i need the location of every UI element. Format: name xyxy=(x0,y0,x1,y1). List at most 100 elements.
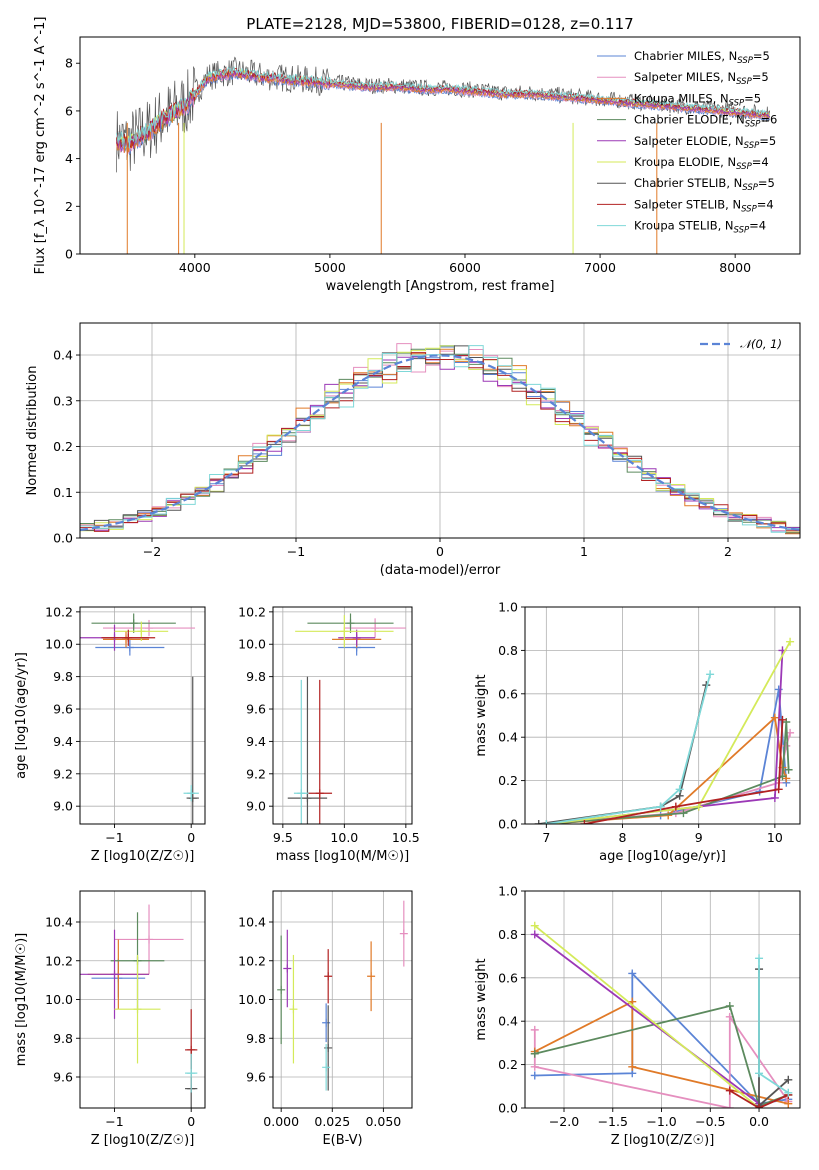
y-tick-label: 10.2 xyxy=(238,604,266,619)
data-point xyxy=(706,670,715,679)
axes-frame xyxy=(79,606,206,825)
data-point xyxy=(786,637,795,646)
x-tick-label: 0 xyxy=(187,1114,195,1129)
weight-line xyxy=(584,719,784,824)
y-tick-label: 0.3 xyxy=(53,393,73,408)
y-tick-label: 9.8 xyxy=(53,1031,73,1046)
data-point xyxy=(656,802,665,811)
weight-line xyxy=(534,933,760,1105)
y-tick-label: 9.6 xyxy=(246,1070,266,1085)
x-tick-label: 0.000 xyxy=(263,1114,299,1129)
y-tick-label: 9.8 xyxy=(246,669,266,684)
y-tick-label: 9.6 xyxy=(53,1070,73,1085)
spectrum-line xyxy=(116,66,771,149)
plot-area-spectrum xyxy=(116,56,771,254)
data-point xyxy=(628,969,637,978)
data-point xyxy=(725,1002,734,1011)
axes-frame xyxy=(79,36,801,255)
weight-line xyxy=(534,925,760,1108)
x-tick-label: −1.0 xyxy=(646,1114,676,1129)
data-point xyxy=(367,972,376,981)
x-tick-label: −1 xyxy=(105,1114,123,1129)
weight-line xyxy=(758,958,789,1094)
data-point xyxy=(322,1018,331,1027)
figure-title: PLATE=2128, MJD=53800, FIBERID=0128, z=0… xyxy=(246,15,633,33)
x-tick-label: −1 xyxy=(287,544,305,559)
y-tick-label: 6 xyxy=(65,103,73,118)
data-point xyxy=(110,970,119,979)
axes-spectrum: 4000 5000 6000 7000 8000 0 2 4 6 8 wavelength [Ang… xyxy=(33,17,801,294)
x-axis-label: E(B-V) xyxy=(322,1133,362,1148)
x-tick-label: −2 xyxy=(143,544,161,559)
y-axis-label: mass weight xyxy=(474,674,489,756)
legend-entry: Kroupa STELIB, NSSP=4 xyxy=(634,219,766,236)
y-tick-label: 0.4 xyxy=(498,1014,518,1029)
data-point xyxy=(542,820,551,824)
axes-frame xyxy=(524,890,801,1109)
plot-area-residuals xyxy=(80,343,800,535)
data-point xyxy=(187,789,196,798)
y-axis-label: mass weight xyxy=(474,958,489,1040)
y-tick-label: 10.0 xyxy=(238,637,266,652)
y-tick-label: 0.8 xyxy=(498,927,518,942)
data-point xyxy=(129,619,138,628)
plot-area-age-vs-Z xyxy=(80,613,199,824)
weight-line xyxy=(729,1089,789,1108)
y-tick-label: 10.4 xyxy=(45,915,73,930)
axes-weight-vs-age: 7 8 9 10 0.0 0.2 0.4 0.6 0.8 1.0 age [log10(age/yr… xyxy=(474,600,801,864)
x-axis-label: mass [log10(M/M☉)] xyxy=(276,849,409,864)
y-tick-label: 0 xyxy=(65,247,73,262)
legend-entry: Chabrier ELODIE, NSSP=6 xyxy=(634,113,777,130)
data-point xyxy=(188,794,197,803)
y-tick-label: 0.0 xyxy=(498,1101,518,1116)
legend-entry: Salpeter STELIB, NSSP=4 xyxy=(634,197,774,214)
legend: Chabrier MILES, NSSP=5 Salpeter MILES, NS… xyxy=(597,49,777,236)
plot-area-weight-vs-Z xyxy=(530,921,793,1108)
weight-line xyxy=(534,1000,789,1105)
y-tick-label: 0.0 xyxy=(498,817,518,832)
legend-entry: Chabrier MILES, NSSP=5 xyxy=(634,49,770,66)
y-tick-label: 0.4 xyxy=(53,348,73,363)
y-tick-label: 9.2 xyxy=(53,766,73,781)
y-tick-label: 0.4 xyxy=(498,730,518,745)
y-axis-label: age [log10(age/yr)] xyxy=(14,652,29,779)
y-tick-label: 9.4 xyxy=(246,734,266,749)
data-point xyxy=(534,820,543,824)
legend-entry: Salpeter ELODIE, NSSP=5 xyxy=(634,134,776,151)
legend-entry: Chabrier STELIB, NSSP=5 xyxy=(634,176,775,193)
x-axis-label: Z [log10(Z/Z☉)] xyxy=(91,1133,195,1148)
data-point xyxy=(315,789,324,798)
x-axis-label: (data-model)/error xyxy=(380,563,501,578)
x-axis-label: Z [log10(Z/Z☉)] xyxy=(91,849,195,864)
y-tick-label: 0.2 xyxy=(498,773,518,788)
data-point xyxy=(399,929,408,938)
data-point xyxy=(289,1005,298,1014)
x-tick-label: 0 xyxy=(436,544,444,559)
x-tick-label: 10.5 xyxy=(392,830,420,845)
y-tick-label: 10.0 xyxy=(45,992,73,1007)
data-point xyxy=(133,1005,142,1014)
data-point xyxy=(755,954,764,963)
y-tick-label: 0.2 xyxy=(53,439,73,454)
data-point xyxy=(324,972,333,981)
data-point xyxy=(277,985,286,994)
data-point xyxy=(352,633,361,642)
y-tick-label: 10.4 xyxy=(238,915,266,930)
y-tick-label: 9.6 xyxy=(246,702,266,717)
data-point xyxy=(187,1069,196,1078)
plot-area-age-vs-mass xyxy=(287,613,406,824)
data-point xyxy=(137,627,146,636)
x-tick-label: −1.5 xyxy=(598,1114,628,1129)
data-point xyxy=(782,741,791,750)
x-tick-label: 0 xyxy=(187,830,195,845)
data-point xyxy=(770,713,779,722)
weight-line xyxy=(546,674,711,824)
data-point xyxy=(297,789,306,798)
data-point xyxy=(679,809,688,818)
y-tick-label: 10.2 xyxy=(238,953,266,968)
spectrum-line xyxy=(116,67,771,149)
y-tick-label: 8 xyxy=(65,56,73,71)
x-tick-label: 8 xyxy=(619,830,627,845)
y-tick-label: 9.0 xyxy=(53,799,73,814)
